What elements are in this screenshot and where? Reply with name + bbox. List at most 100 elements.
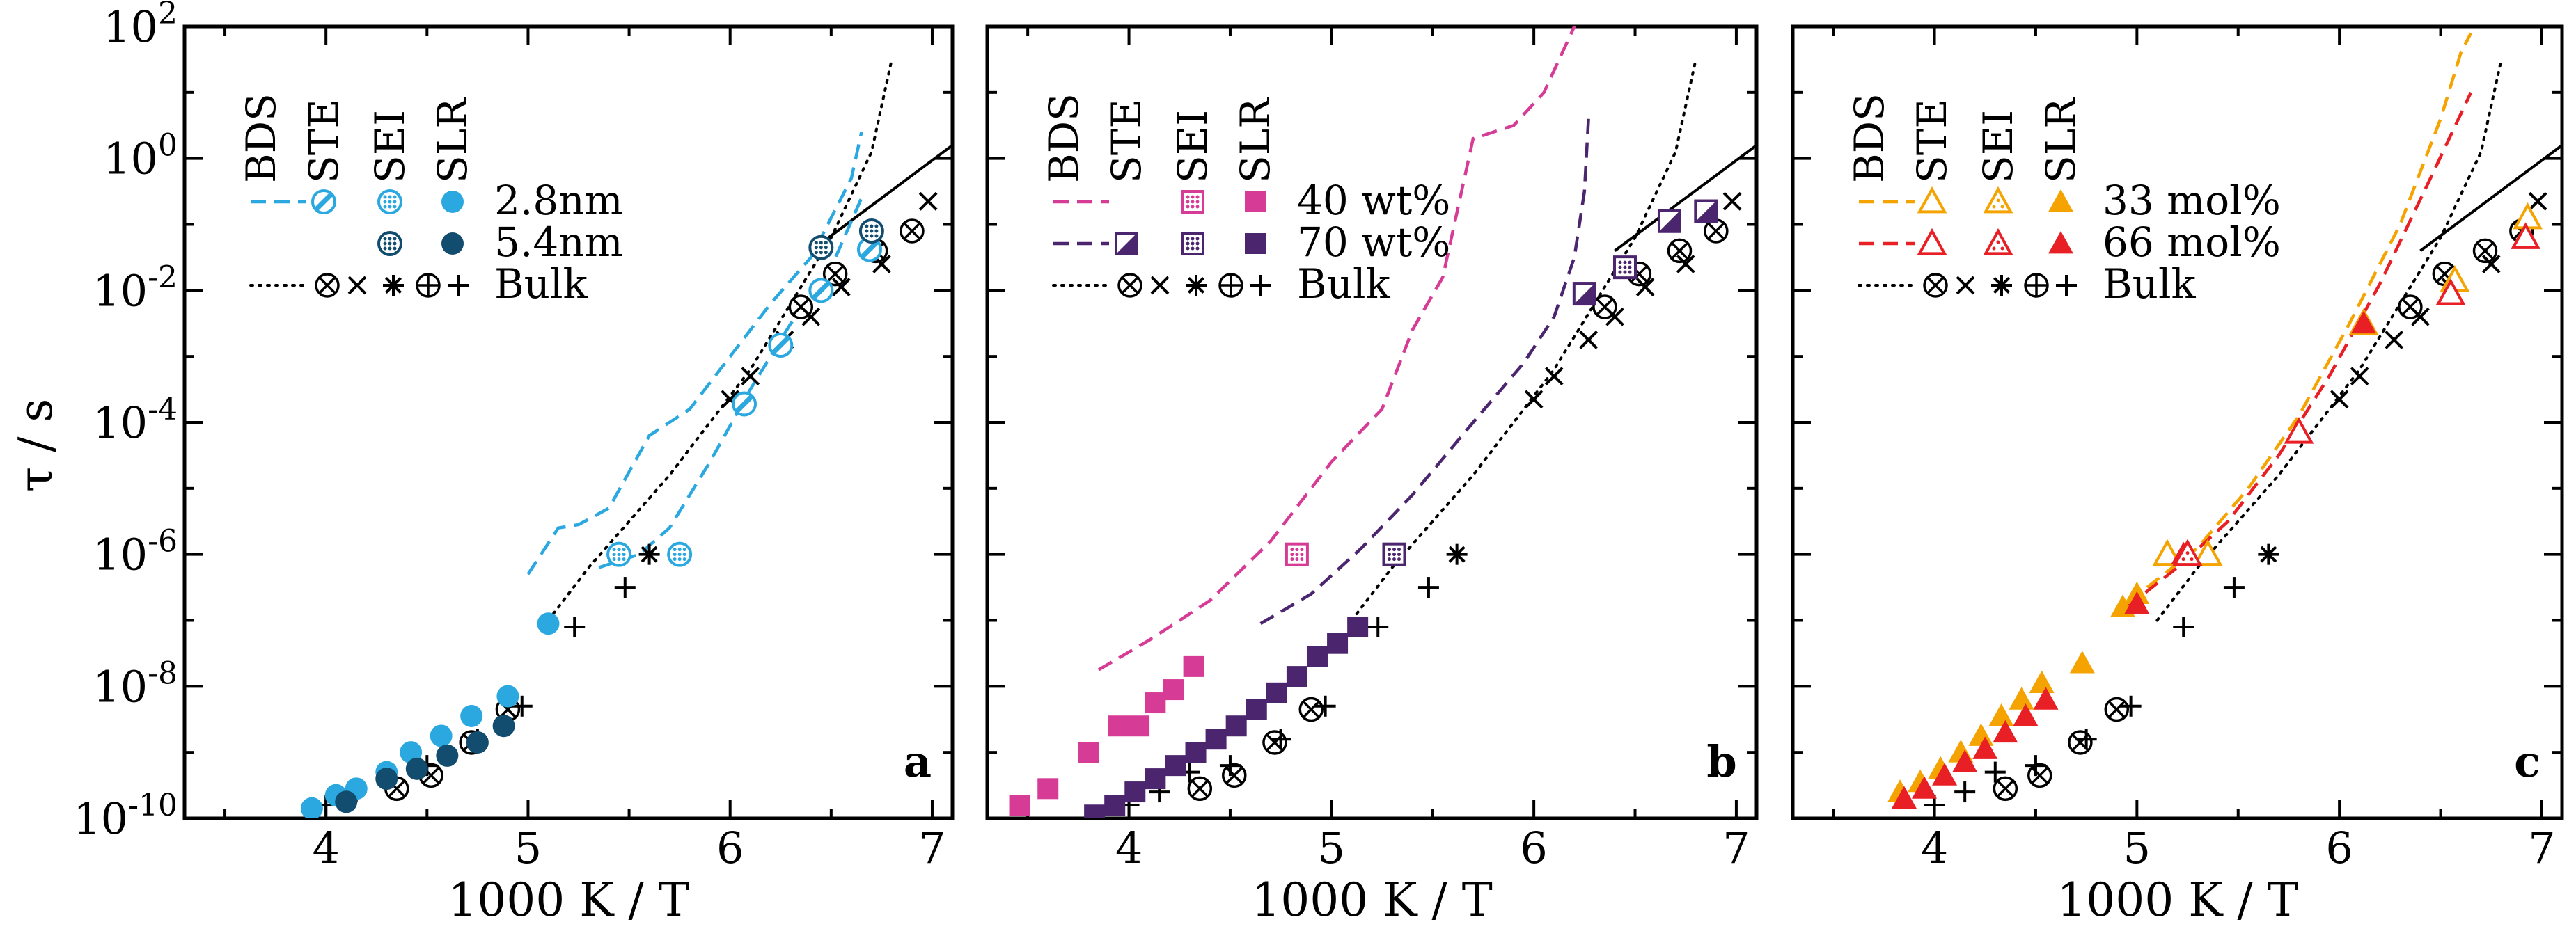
legend-header: STE xyxy=(1908,99,1956,183)
legend-header: SEI xyxy=(1974,110,2022,183)
series-2-ste-point xyxy=(1694,199,1718,223)
legend-header: SEI xyxy=(1169,110,1216,183)
legend-otimes-marker xyxy=(1117,273,1142,298)
bulk-x-point xyxy=(2528,191,2547,211)
bulk-x-point xyxy=(801,307,821,326)
legend-x-marker xyxy=(347,276,367,295)
series-1-slr-point xyxy=(300,797,323,818)
data-layer xyxy=(1009,26,1757,818)
series-2-sei-point xyxy=(858,218,884,244)
bulk-plus-point xyxy=(2173,616,2194,637)
legend-x-marker xyxy=(1150,276,1170,295)
y-tick-label: 10-2 xyxy=(93,260,178,316)
bulk-star-point xyxy=(638,543,660,565)
panel-letter: b xyxy=(1706,736,1736,787)
series-1-slr-point xyxy=(1988,704,2014,726)
series-1-slr-point xyxy=(1183,655,1204,677)
bulk-x-point xyxy=(1676,254,1695,273)
legend-header: BDS xyxy=(1040,93,1087,183)
bulk-otimes-point xyxy=(1187,776,1213,802)
legend-sei-marker xyxy=(377,189,402,214)
series-2-slr-point xyxy=(492,715,515,738)
legend-oplus-marker xyxy=(1218,273,1243,298)
series-line-1 xyxy=(2146,32,2473,589)
series-1-ste-point xyxy=(2192,539,2223,566)
bulk-x-point xyxy=(2385,331,2404,349)
legend-ste-marker xyxy=(1917,228,1947,255)
series-2-ste-point xyxy=(2435,278,2466,305)
bulk-otimes-point xyxy=(2068,730,2093,755)
legend-star-marker xyxy=(1991,275,2012,296)
legend-series-label: 33 mol% xyxy=(2103,177,2281,224)
series-2-ste-point xyxy=(1572,282,1596,306)
series-2-slr-point xyxy=(2351,310,2377,334)
x-tick-label: 6 xyxy=(716,822,744,873)
y-tick-label: 10-10 xyxy=(73,788,178,844)
series-line-1 xyxy=(1097,26,1577,671)
bulk-x-point xyxy=(1544,367,1564,386)
y-tick-label: 10-4 xyxy=(93,392,178,448)
bulk-plus-point xyxy=(2025,755,2046,777)
series-2-slr-point xyxy=(1185,742,1207,763)
data-layer xyxy=(300,58,952,818)
bulk-otimes-point xyxy=(900,218,925,244)
legend-slr-marker xyxy=(1245,191,1266,212)
series-1-slr-point xyxy=(1968,723,1994,746)
bulk-bds-line xyxy=(547,58,893,622)
series-2-sei-point xyxy=(808,234,834,260)
legend-header: SEI xyxy=(366,110,414,183)
series-2-slr-point xyxy=(1286,666,1307,687)
legend-slr-marker xyxy=(441,191,464,213)
legend-star-marker xyxy=(383,275,404,296)
legend-ste-marker xyxy=(1917,186,1947,214)
y-tick-label: 102 xyxy=(103,0,178,52)
bulk-plus-point xyxy=(614,577,636,598)
series-2-sei-point xyxy=(1612,255,1637,280)
bulk-x-point xyxy=(2411,307,2430,326)
series-2-slr-point xyxy=(436,744,459,767)
series-1-ste-point xyxy=(856,237,882,262)
legend-sei-marker xyxy=(1181,190,1204,214)
series-1-slr-point xyxy=(1108,715,1130,737)
series-2-slr-point xyxy=(1165,755,1186,777)
series-1-ste-point xyxy=(732,391,757,417)
bulk-plus-point xyxy=(2223,577,2245,598)
series-2-slr-point xyxy=(375,768,398,790)
series-2-slr-point xyxy=(2124,591,2150,614)
legend-slr-marker xyxy=(2048,231,2073,254)
bulk-x-point xyxy=(741,367,760,386)
legend-series-label: 2.8nm xyxy=(494,177,623,224)
data-layer xyxy=(1887,32,2562,816)
series-line-2 xyxy=(1259,118,1590,626)
bulk-otimes-point xyxy=(1222,763,1247,788)
series-1-slr-point xyxy=(1078,742,1099,763)
bulk-star-point xyxy=(1446,543,1468,565)
series-1-slr-point xyxy=(2029,670,2055,693)
series-2-ste-point xyxy=(1657,209,1681,233)
series-2-slr-point xyxy=(1145,768,1166,790)
legend-header: SLR xyxy=(2037,97,2084,183)
series-2-slr-point xyxy=(405,757,428,780)
series-1-slr-point xyxy=(1009,795,1030,816)
series-1-slr-point xyxy=(2009,687,2034,710)
bulk-x-point xyxy=(918,191,938,211)
legend-sei-marker xyxy=(1181,232,1204,255)
bulk-plus-point xyxy=(1367,616,1389,637)
legend-bulk-label: Bulk xyxy=(1297,260,1391,308)
legend-oplus-marker xyxy=(416,273,441,298)
legend-slr-marker xyxy=(1245,233,1266,254)
series-2-slr-point xyxy=(1205,729,1227,750)
bulk-slr-line xyxy=(810,144,952,253)
x-tick-label: 5 xyxy=(515,822,542,873)
series-1-slr-point xyxy=(2069,651,2095,674)
bulk-otimes-point xyxy=(1667,238,1693,264)
x-axis-title: 1000 K / T xyxy=(1251,873,1492,927)
series-2-sei-point xyxy=(2172,539,2203,566)
series-2-slr-point xyxy=(1084,804,1106,818)
legend-header: STE xyxy=(300,99,347,183)
series-2-slr-point xyxy=(1347,616,1369,637)
series-1-ste-point xyxy=(808,278,834,303)
x-tick-label: 5 xyxy=(1318,822,1345,873)
